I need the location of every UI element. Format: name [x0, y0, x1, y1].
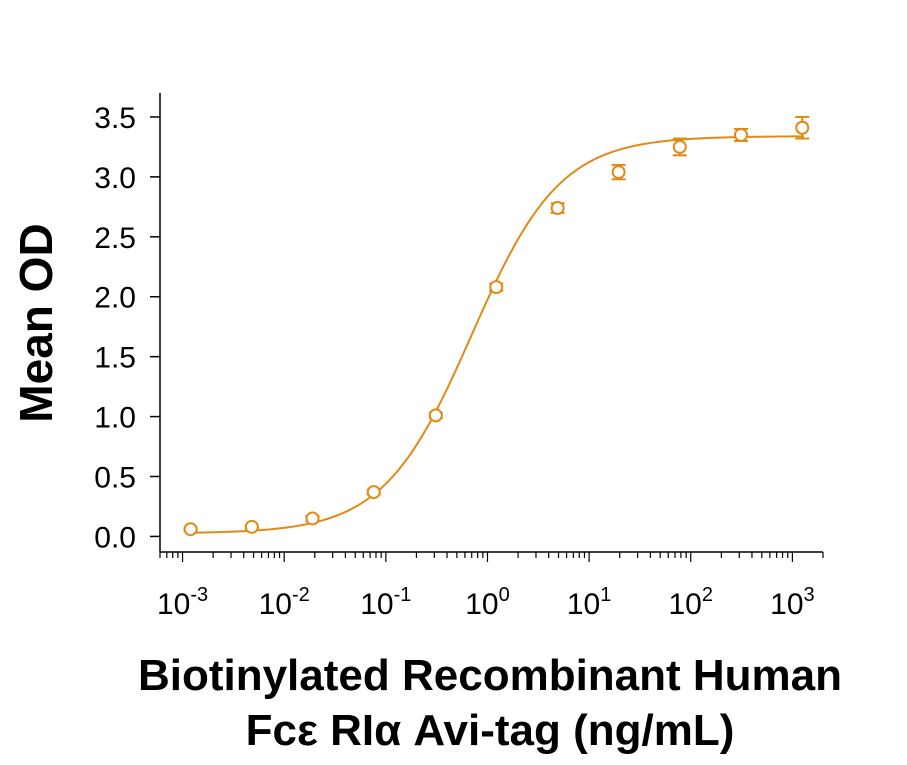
data-marker [183, 522, 198, 537]
x-tick-label: 103 [770, 584, 815, 621]
x-tick-label: 101 [567, 584, 612, 621]
axes [159, 93, 823, 553]
y-tick-label: 0.0 [94, 521, 136, 554]
data-point [244, 519, 259, 534]
plot-area [183, 115, 810, 537]
x-axis-ticks: 10-3 10-2 10-1 100 101 102 103 [157, 552, 824, 621]
fit-curve [186, 135, 804, 534]
data-point [366, 485, 381, 500]
data-point [428, 408, 443, 423]
y-tick-label: 2.5 [94, 222, 136, 255]
data-marker [550, 201, 565, 216]
data-marker [489, 280, 504, 295]
data-point [795, 115, 810, 140]
data-marker [733, 127, 748, 142]
data-point [672, 137, 687, 157]
y-tick-label: 1.5 [94, 342, 136, 375]
y-axis-ticks: 0.0 0.5 1.0 1.5 2.0 2.5 3.0 3.5 [94, 102, 160, 554]
data-marker [366, 485, 381, 500]
x-tick-label: 102 [669, 584, 714, 621]
x-axis-title-line2: Fcε RIα Avi-tag (ng/mL) [246, 706, 735, 755]
data-marker [305, 511, 320, 526]
data-point [183, 522, 198, 537]
y-tick-label: 2.0 [94, 282, 136, 315]
x-tick-label: 10-2 [259, 584, 310, 621]
y-tick-label: 3.0 [94, 162, 136, 195]
y-axis-title: Mean OD [10, 223, 62, 422]
y-tick-label: 0.5 [94, 461, 136, 494]
data-point [489, 280, 504, 295]
data-marker [672, 139, 687, 154]
x-axis-title-line1: Biotinylated Recombinant Human [138, 651, 842, 700]
data-point [550, 201, 565, 216]
x-tick-label: 100 [465, 584, 510, 621]
data-marker [244, 519, 259, 534]
y-tick-label: 3.5 [94, 102, 136, 135]
data-point [305, 511, 320, 526]
data-point [733, 127, 748, 142]
data-point [611, 163, 626, 181]
x-tick-label: 10-1 [360, 584, 411, 621]
x-tick-label: 10-3 [157, 584, 208, 621]
y-tick-label: 1.0 [94, 402, 136, 435]
data-marker [795, 120, 810, 135]
data-marker [428, 408, 443, 423]
data-marker [611, 165, 626, 180]
